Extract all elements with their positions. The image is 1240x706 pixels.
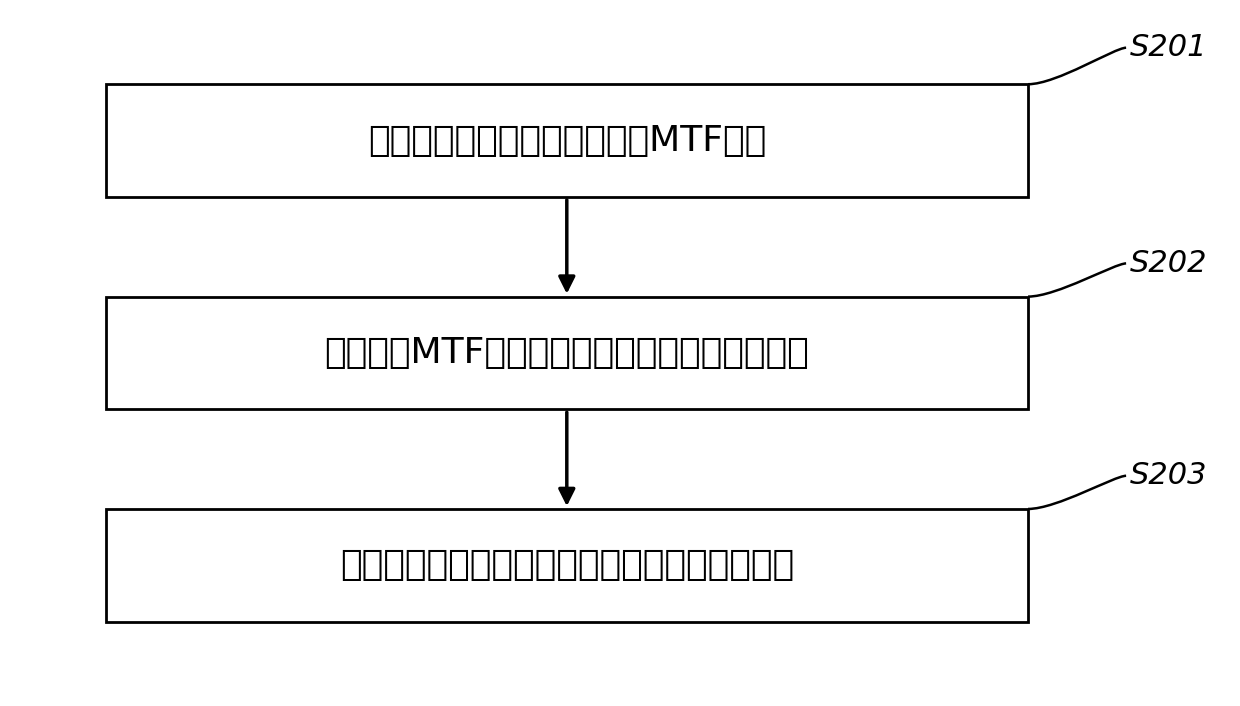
Text: S201: S201 (1130, 33, 1207, 62)
Text: S202: S202 (1130, 249, 1207, 278)
Text: 根据所述MTF曲线进行学习训练，生成训练样本: 根据所述MTF曲线进行学习训练，生成训练样本 (325, 336, 810, 370)
Text: 从获取的对焦测试数据中提取MTF曲线: 从获取的对焦测试数据中提取MTF曲线 (368, 124, 766, 157)
FancyBboxPatch shape (105, 297, 1028, 409)
Text: S203: S203 (1130, 461, 1207, 490)
FancyBboxPatch shape (105, 509, 1028, 622)
FancyBboxPatch shape (105, 84, 1028, 197)
Text: 根据所述训练样本构建基于神经网络的关系模型: 根据所述训练样本构建基于神经网络的关系模型 (340, 549, 794, 582)
